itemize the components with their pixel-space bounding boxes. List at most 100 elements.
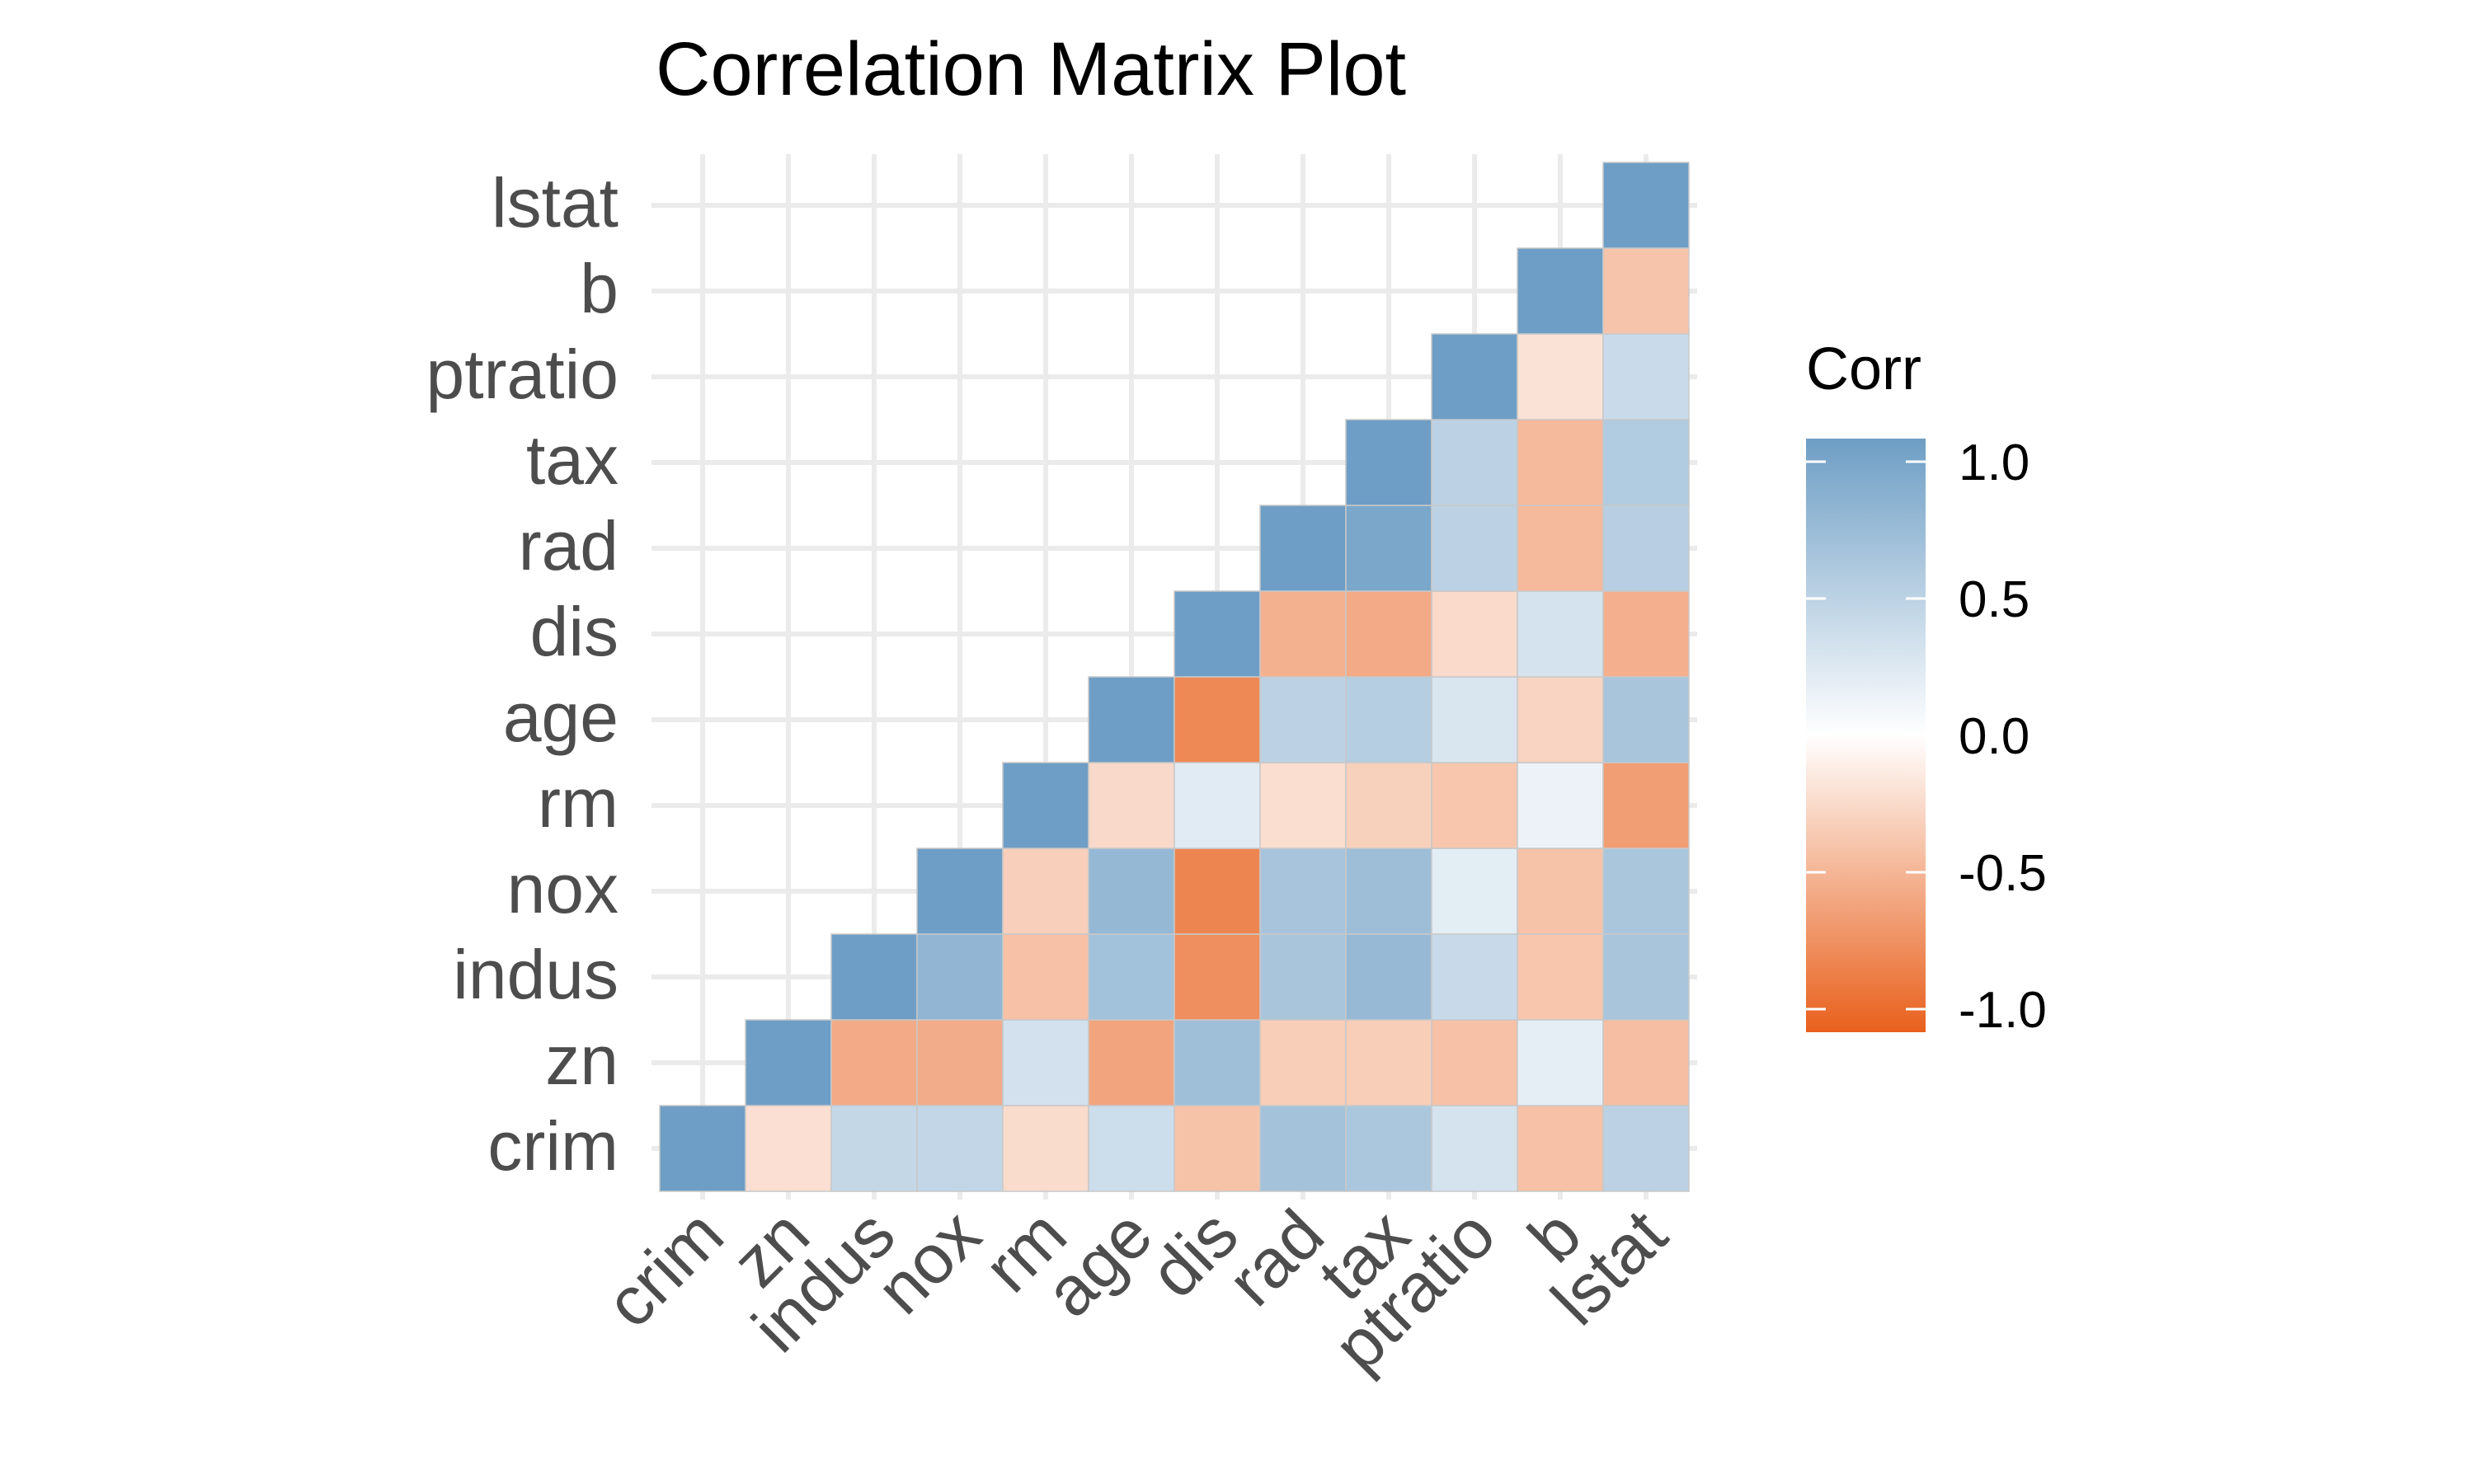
y-tick-label-nox: nox bbox=[507, 850, 618, 928]
y-tick-label-dis: dis bbox=[530, 593, 618, 670]
y-tick-label-rm: rm bbox=[538, 764, 618, 842]
heatmap-cell-ptratio-rm bbox=[1431, 762, 1518, 849]
heatmap-cell-rad-age bbox=[1259, 676, 1347, 763]
legend-tick-label: 1.0 bbox=[1959, 434, 2030, 491]
heatmap-cell-dis-dis bbox=[1174, 590, 1261, 678]
y-tick-label-ptratio: ptratio bbox=[426, 336, 618, 413]
legend-colorbar bbox=[1806, 439, 1926, 1032]
heatmap-cell-dis-indus bbox=[1174, 933, 1261, 1021]
heatmap-cell-lstat-zn bbox=[1602, 1019, 1690, 1106]
legend-tick-label: -1.0 bbox=[1959, 982, 2047, 1039]
legend-ticks: 1.0 0.5 0.0 -0.5 -1.0 bbox=[1806, 434, 2047, 1039]
heatmap-cell-lstat-lstat bbox=[1602, 162, 1690, 249]
heatmap-cell-dis-crim bbox=[1174, 1105, 1261, 1192]
legend-tick-label: 0.5 bbox=[1959, 571, 2030, 628]
heatmap-cell-ptratio-crim bbox=[1431, 1105, 1518, 1192]
heatmap-cell-age-age bbox=[1088, 676, 1175, 763]
heatmap-cell-zn-crim bbox=[745, 1105, 832, 1192]
heatmap-cell-tax-dis bbox=[1345, 590, 1432, 678]
heatmap-cell-ptratio-indus bbox=[1431, 933, 1518, 1021]
heatmap-cell-ptratio-age bbox=[1431, 676, 1518, 763]
heatmap-cell-indus-indus bbox=[830, 933, 918, 1021]
heatmap-cell-b-ptratio bbox=[1517, 333, 1604, 420]
heatmap-cell-age-indus bbox=[1088, 933, 1175, 1021]
heatmap-cell-lstat-tax bbox=[1602, 419, 1690, 506]
heatmap-cell-b-indus bbox=[1517, 933, 1604, 1021]
heatmap-cell-lstat-rad bbox=[1602, 505, 1690, 592]
y-tick-label-b: b bbox=[580, 250, 618, 327]
tile-layer bbox=[659, 162, 1690, 1192]
heatmap-cell-nox-crim bbox=[916, 1105, 1004, 1192]
heatmap-cell-lstat-age bbox=[1602, 676, 1690, 763]
heatmap-cell-zn-zn bbox=[745, 1019, 832, 1106]
y-tick-label-crim: crim bbox=[487, 1107, 618, 1185]
legend: Corr 1.0 0.5 0.0 -0.5 -1.0 bbox=[1806, 336, 2047, 1039]
heatmap-cell-ptratio-rad bbox=[1431, 505, 1518, 592]
heatmap-cell-ptratio-tax bbox=[1431, 419, 1518, 506]
heatmap-cell-tax-zn bbox=[1345, 1019, 1432, 1106]
heatmap-cell-rad-rm bbox=[1259, 762, 1347, 849]
heatmap-cell-b-age bbox=[1517, 676, 1604, 763]
heatmap-cell-lstat-rm bbox=[1602, 762, 1690, 849]
heatmap-cell-lstat-nox bbox=[1602, 848, 1690, 935]
heatmap-cell-tax-indus bbox=[1345, 933, 1432, 1021]
legend-title: Corr bbox=[1806, 336, 1921, 402]
heatmap-cell-age-rm bbox=[1088, 762, 1175, 849]
heatmap-cell-ptratio-dis bbox=[1431, 590, 1518, 678]
heatmap-cell-b-b bbox=[1517, 247, 1604, 335]
heatmap-cell-dis-zn bbox=[1174, 1019, 1261, 1106]
legend-tick-label: 0.0 bbox=[1959, 708, 2030, 765]
heatmap-cell-nox-zn bbox=[916, 1019, 1004, 1106]
heatmap-cell-rad-dis bbox=[1259, 590, 1347, 678]
heatmap-cell-ptratio-nox bbox=[1431, 848, 1518, 935]
heatmap-cell-rad-zn bbox=[1259, 1019, 1347, 1106]
heatmap-cell-tax-rm bbox=[1345, 762, 1432, 849]
heatmap-cell-nox-indus bbox=[916, 933, 1004, 1021]
heatmap-cell-lstat-indus bbox=[1602, 933, 1690, 1021]
heatmap-cell-tax-tax bbox=[1345, 419, 1432, 506]
y-tick-label-age: age bbox=[503, 679, 618, 756]
heatmap-cell-rad-rad bbox=[1259, 505, 1347, 592]
heatmap-cell-indus-crim bbox=[830, 1105, 918, 1192]
heatmap-cell-rm-nox bbox=[1002, 848, 1089, 935]
y-tick-label-indus: indus bbox=[453, 936, 618, 1013]
y-tick-label-lstat: lstat bbox=[492, 164, 618, 242]
heatmap-cell-rad-nox bbox=[1259, 848, 1347, 935]
y-tick-label-zn: zn bbox=[545, 1021, 618, 1099]
heatmap-cell-tax-age bbox=[1345, 676, 1432, 763]
y-axis: crim zn indus nox rm age dis rad tax ptratio b lsta… bbox=[426, 164, 618, 1185]
heatmap-cell-rm-crim bbox=[1002, 1105, 1089, 1192]
heatmap-cell-dis-age bbox=[1174, 676, 1261, 763]
legend-tick-label: -0.5 bbox=[1959, 845, 2047, 902]
heatmap-cell-b-dis bbox=[1517, 590, 1604, 678]
heatmap-cell-nox-nox bbox=[916, 848, 1004, 935]
heatmap-cell-age-crim bbox=[1088, 1105, 1175, 1192]
heatmap-cell-lstat-dis bbox=[1602, 590, 1690, 678]
heatmap-cell-b-crim bbox=[1517, 1105, 1604, 1192]
heatmap-cell-ptratio-ptratio bbox=[1431, 333, 1518, 420]
heatmap-cell-age-zn bbox=[1088, 1019, 1175, 1106]
heatmap-cell-tax-crim bbox=[1345, 1105, 1432, 1192]
heatmap-cell-age-nox bbox=[1088, 848, 1175, 935]
heatmap-cell-lstat-ptratio bbox=[1602, 333, 1690, 420]
heatmap-cell-b-nox bbox=[1517, 848, 1604, 935]
heatmap-cell-tax-rad bbox=[1345, 505, 1432, 592]
heatmap-cell-rm-indus bbox=[1002, 933, 1089, 1021]
heatmap-cell-rm-rm bbox=[1002, 762, 1089, 849]
heatmap-cell-dis-rm bbox=[1174, 762, 1261, 849]
heatmap-cell-rad-crim bbox=[1259, 1105, 1347, 1192]
heatmap-cell-crim-crim bbox=[659, 1105, 746, 1192]
heatmap-cell-dis-nox bbox=[1174, 848, 1261, 935]
heatmap-cell-ptratio-zn bbox=[1431, 1019, 1518, 1106]
heatmap-cell-lstat-crim bbox=[1602, 1105, 1690, 1192]
heatmap-cell-b-zn bbox=[1517, 1019, 1604, 1106]
heatmap-cell-tax-nox bbox=[1345, 848, 1432, 935]
y-tick-label-rad: rad bbox=[519, 507, 618, 585]
heatmap-cell-b-rad bbox=[1517, 505, 1604, 592]
x-tick-label-crim: crim bbox=[590, 1195, 738, 1342]
y-tick-label-tax: tax bbox=[526, 421, 618, 499]
heatmap-cell-rad-indus bbox=[1259, 933, 1347, 1021]
